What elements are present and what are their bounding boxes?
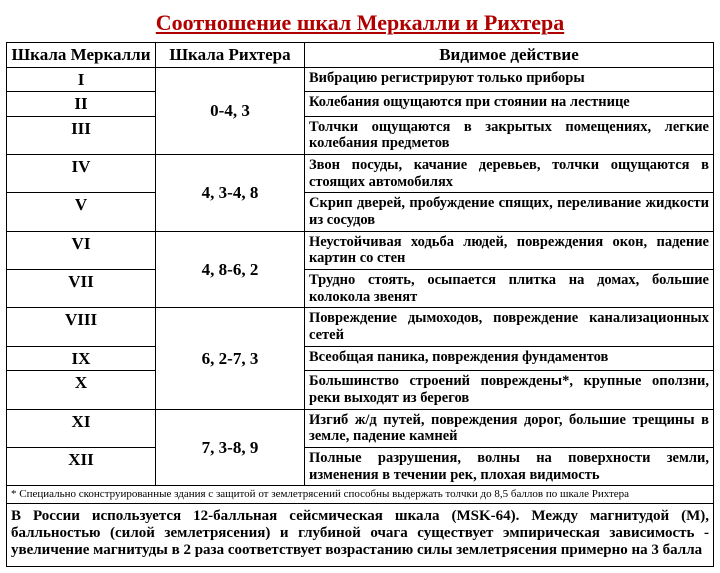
mer-cell: XI bbox=[7, 409, 156, 447]
col-richter: Шкала Рихтера bbox=[156, 43, 305, 68]
mer-cell: III bbox=[7, 116, 156, 154]
table-row: VII Трудно стоять, осыпается плитка на д… bbox=[7, 270, 714, 308]
mer-cell: VII bbox=[7, 270, 156, 308]
rich-cell: 0-4, 3 bbox=[156, 67, 305, 154]
mer-cell: II bbox=[7, 92, 156, 117]
eff-cell: Скрип дверей, пробуждение спящих, перели… bbox=[305, 193, 714, 231]
mer-cell: X bbox=[7, 371, 156, 409]
bottom-cell: В России используется 12-балльная сейсми… bbox=[7, 503, 714, 566]
table-row: VIII 6, 2-7, 3 Повреждение дымоходов, по… bbox=[7, 308, 714, 346]
footnote-row: * Специально сконструированные здания с … bbox=[7, 486, 714, 504]
table-row: IX Всеобщая паника, повреждения фундамен… bbox=[7, 346, 714, 371]
mer-cell: VIII bbox=[7, 308, 156, 346]
mer-cell: IV bbox=[7, 154, 156, 192]
eff-cell: Повреждение дымоходов, повреждение канал… bbox=[305, 308, 714, 346]
table-row: II Колебания ощущаются при стоянии на ле… bbox=[7, 92, 714, 117]
table-row: I 0-4, 3 Вибрацию регистрируют только пр… bbox=[7, 67, 714, 92]
eff-cell: Большинство строений повреждены*, крупны… bbox=[305, 371, 714, 409]
table-row: III Толчки ощущаются в закрытых помещени… bbox=[7, 116, 714, 154]
rich-cell: 4, 8-6, 2 bbox=[156, 231, 305, 308]
rich-cell: 6, 2-7, 3 bbox=[156, 308, 305, 409]
mer-cell: I bbox=[7, 67, 156, 92]
header-row: Шкала Меркалли Шкала Рихтера Видимое дей… bbox=[7, 43, 714, 68]
col-effect: Видимое действие bbox=[305, 43, 714, 68]
table-row: X Большинство строений повреждены*, круп… bbox=[7, 371, 714, 409]
table-row: XI 7, 3-8, 9 Изгиб ж/д путей, повреждени… bbox=[7, 409, 714, 447]
mer-cell: VI bbox=[7, 231, 156, 269]
eff-cell: Полные разрушения, волны на поверхности … bbox=[305, 447, 714, 485]
table-row: XII Полные разрушения, волны на поверхно… bbox=[7, 447, 714, 485]
eff-cell: Всеобщая паника, повреждения фундаментов bbox=[305, 346, 714, 371]
rich-cell: 4, 3-4, 8 bbox=[156, 154, 305, 231]
table-row: VI 4, 8-6, 2 Неустойчивая ходьба людей, … bbox=[7, 231, 714, 269]
eff-cell: Звон посуды, качание деревьев, толчки ощ… bbox=[305, 154, 714, 192]
eff-cell: Трудно стоять, осыпается плитка на домах… bbox=[305, 270, 714, 308]
bottom-row: В России используется 12-балльная сейсми… bbox=[7, 503, 714, 566]
table-row: IV 4, 3-4, 8 Звон посуды, качание деревь… bbox=[7, 154, 714, 192]
eff-cell: Изгиб ж/д путей, повреждения дорог, боль… bbox=[305, 409, 714, 447]
rich-cell: 7, 3-8, 9 bbox=[156, 409, 305, 486]
footnote-cell: * Специально сконструированные здания с … bbox=[7, 486, 714, 504]
mer-cell: XII bbox=[7, 447, 156, 485]
eff-cell: Толчки ощущаются в закрытых помещениях, … bbox=[305, 116, 714, 154]
eff-cell: Вибрацию регистрируют только приборы bbox=[305, 67, 714, 92]
mer-cell: V bbox=[7, 193, 156, 231]
eff-cell: Неустойчивая ходьба людей, повреждения о… bbox=[305, 231, 714, 269]
eff-cell: Колебания ощущаются при стоянии на лестн… bbox=[305, 92, 714, 117]
scale-table: Шкала Меркалли Шкала Рихтера Видимое дей… bbox=[6, 42, 714, 567]
mer-cell: IX bbox=[7, 346, 156, 371]
table-row: V Скрип дверей, пробуждение спящих, пере… bbox=[7, 193, 714, 231]
page-title: Соотношение шкал Меркалли и Рихтера bbox=[6, 10, 714, 36]
col-mercalli: Шкала Меркалли bbox=[7, 43, 156, 68]
